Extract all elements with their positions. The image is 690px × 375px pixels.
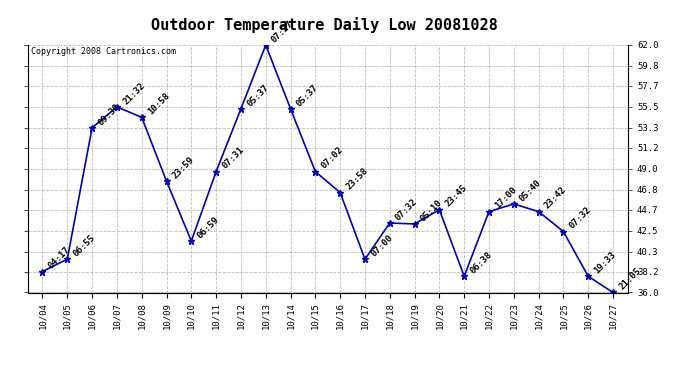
Text: 07:32: 07:32: [394, 197, 420, 222]
Text: 05:10: 05:10: [419, 198, 444, 223]
Text: 05:37: 05:37: [295, 82, 320, 108]
Text: Outdoor Temperature Daily Low 20081028: Outdoor Temperature Daily Low 20081028: [151, 17, 497, 33]
Text: 05:37: 05:37: [245, 82, 270, 108]
Text: 10:58: 10:58: [146, 91, 171, 117]
Text: 07:02: 07:02: [319, 146, 345, 171]
Text: 17:00: 17:00: [493, 186, 518, 211]
Text: 05:40: 05:40: [518, 178, 543, 203]
Text: 23:45: 23:45: [444, 183, 469, 209]
Text: 21:05: 21:05: [617, 266, 642, 292]
Text: 07:00: 07:00: [369, 233, 395, 258]
Text: 23:42: 23:42: [543, 186, 568, 211]
Text: 09:39: 09:39: [97, 102, 121, 127]
Text: 21:32: 21:32: [121, 81, 146, 106]
Text: 19:33: 19:33: [593, 250, 618, 276]
Text: 04:17: 04:17: [47, 245, 72, 271]
Text: 07:31: 07:31: [220, 146, 246, 171]
Text: 06:55: 06:55: [72, 233, 97, 258]
Text: 07:27: 07:27: [270, 19, 295, 44]
Text: 06:38: 06:38: [469, 250, 494, 276]
Text: 23:58: 23:58: [344, 166, 370, 192]
Text: Copyright 2008 Cartronics.com: Copyright 2008 Cartronics.com: [30, 48, 175, 57]
Text: 07:32: 07:32: [568, 206, 593, 231]
Text: 06:59: 06:59: [195, 215, 221, 240]
Text: 23:59: 23:59: [170, 155, 196, 180]
